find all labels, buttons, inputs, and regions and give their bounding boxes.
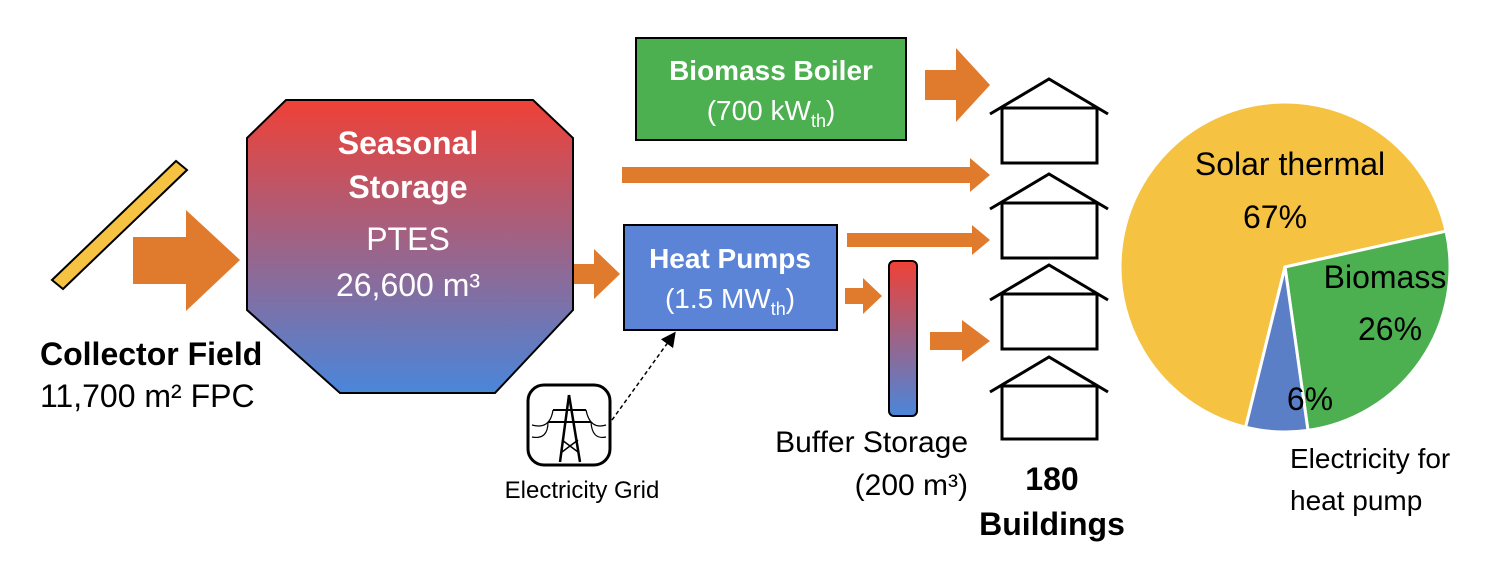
- boiler-capacity: (700 kWth): [707, 95, 836, 131]
- heat-pumps-box: [623, 224, 838, 331]
- pie-slice-electricity: [1243, 266, 1310, 434]
- buffer-label-line1: Buffer Storage: [775, 426, 968, 459]
- storage-type: PTES: [366, 221, 450, 257]
- pie-label-biomass: Biomass: [1324, 259, 1447, 295]
- arrow-buffer-to-buildings: [930, 320, 990, 362]
- storage-title-line2: Storage: [348, 169, 467, 205]
- buffer-label-line2: (200 m³): [855, 469, 968, 502]
- arrow-collector-to-storage: [133, 210, 240, 311]
- heat-pumps-capacity: (1.5 MWth): [665, 283, 795, 319]
- seasonal-storage-tank: [246, 99, 574, 394]
- heat-pumps-title: Heat Pumps: [649, 243, 811, 274]
- arrow-storage-to-heat-pumps: [574, 249, 620, 299]
- arrow-heat-pumps-to-buildings: [847, 225, 990, 255]
- buildings-label: Buildings: [979, 506, 1125, 542]
- energy-share-pie: [1118, 100, 1452, 434]
- pie-slice-biomass: [1283, 229, 1452, 433]
- biomass-boiler-box: [635, 37, 907, 141]
- pie-value-electricity: 6%: [1287, 381, 1333, 417]
- building-icon: [989, 172, 1109, 260]
- buffer-storage-tank: [888, 260, 918, 417]
- pie-label-electricity-line2: heat pump: [1290, 485, 1422, 516]
- collector-area: 11,700 m² FPC: [40, 378, 255, 414]
- grid-label: Electricity Grid: [505, 477, 660, 504]
- boiler-title: Biomass Boiler: [669, 55, 873, 86]
- collector-panel: [50, 159, 189, 291]
- pie-value-biomass: 26%: [1358, 311, 1422, 347]
- grid-to-heat-pumps-dashed: [611, 331, 676, 421]
- buildings-count: 180: [1025, 461, 1078, 497]
- pie-label-electricity-line1: Electricity for: [1290, 443, 1450, 474]
- pie-slice-solar-thermal: [1118, 100, 1448, 430]
- building-icon: [989, 77, 1109, 165]
- building-icon: [989, 355, 1109, 441]
- building-icon: [989, 263, 1109, 351]
- arrow-heat-pumps-to-buffer: [845, 278, 882, 314]
- pie-label-solar: Solar thermal: [1195, 146, 1385, 182]
- arrow-boiler-to-buildings: [925, 48, 990, 122]
- electricity-grid-icon: [526, 383, 612, 467]
- storage-title-line1: Seasonal: [338, 125, 479, 161]
- arrow-storage-direct-to-buildings: [622, 158, 990, 192]
- storage-volume: 26,600 m³: [336, 267, 480, 303]
- pie-value-solar: 67%: [1243, 199, 1307, 235]
- collector-title: Collector Field: [40, 336, 262, 372]
